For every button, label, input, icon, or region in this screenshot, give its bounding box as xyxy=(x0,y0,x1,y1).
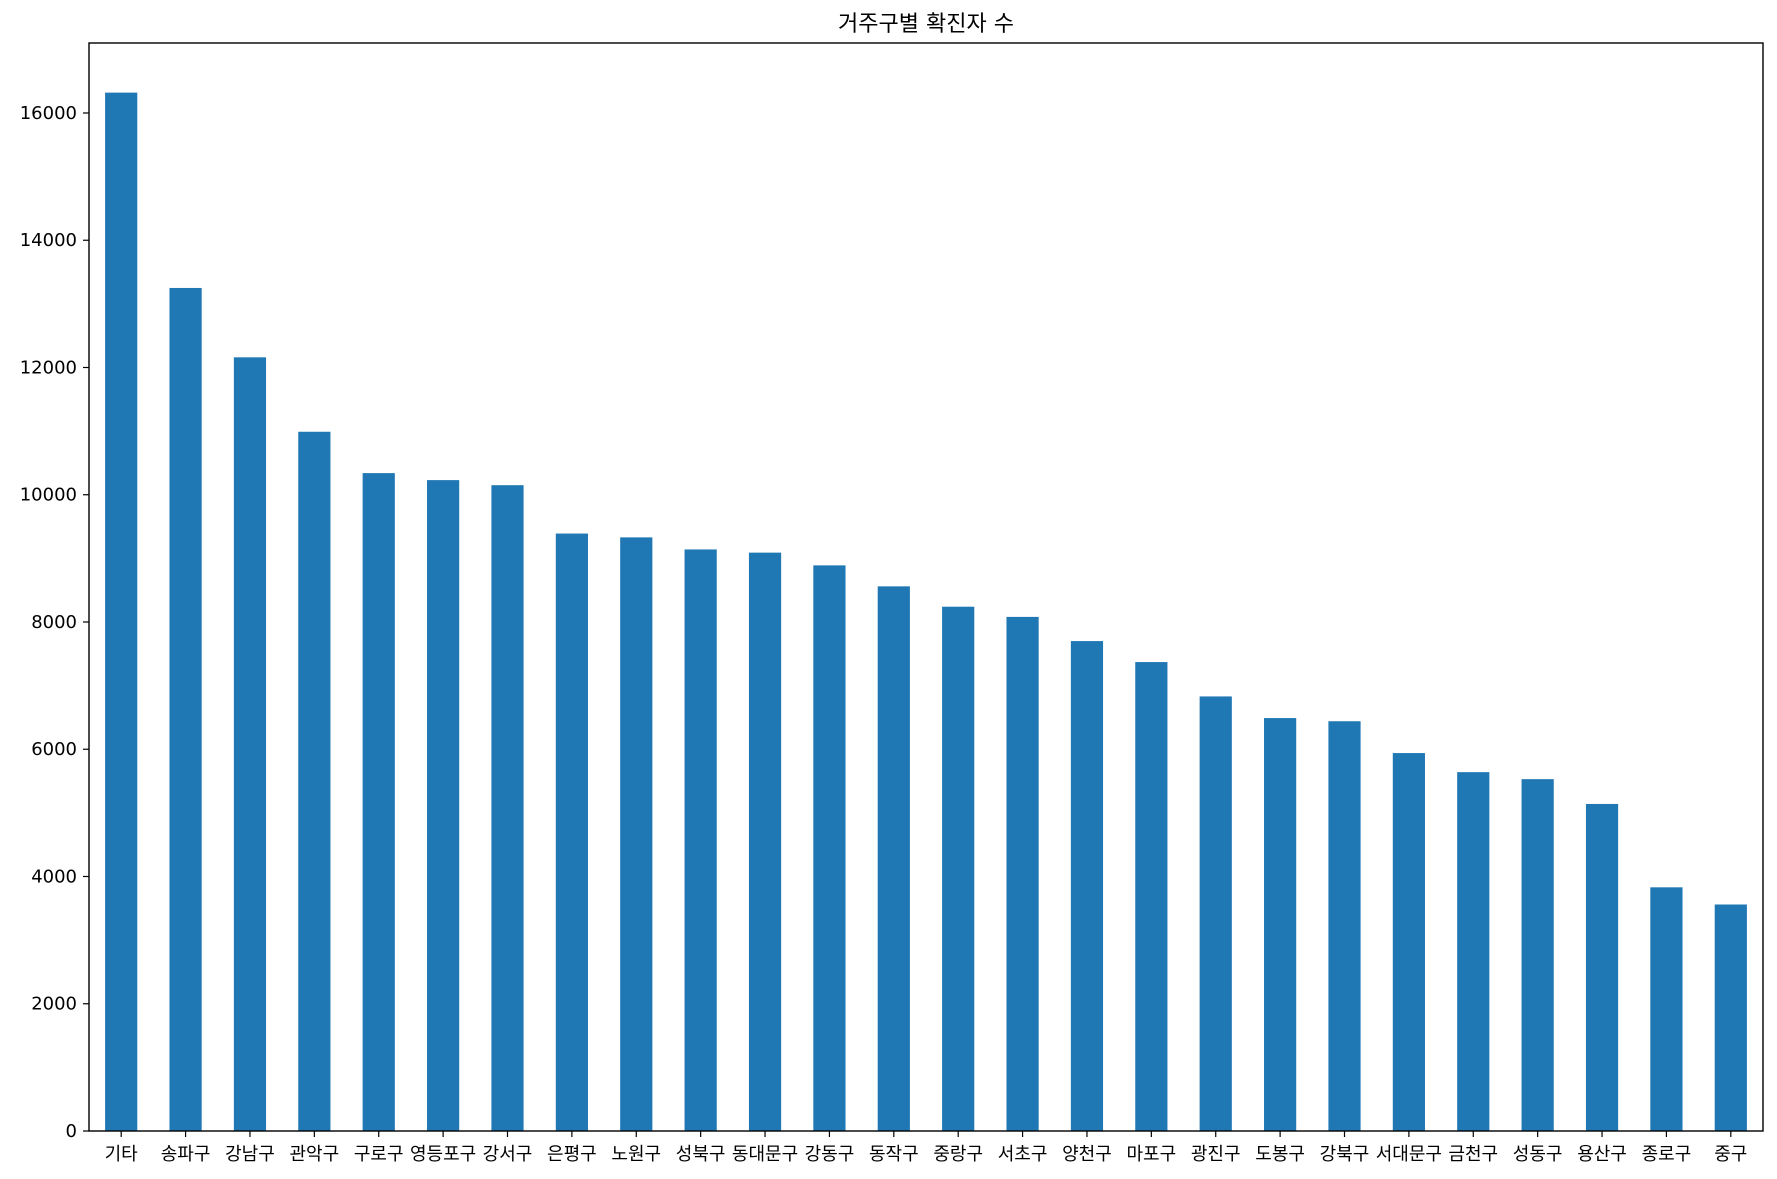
x-tick-label: 강동구 xyxy=(805,1144,855,1165)
y-tick-label: 2000 xyxy=(31,994,77,1015)
bar xyxy=(1135,662,1168,1131)
y-tick-label: 4000 xyxy=(31,866,77,887)
bars-group xyxy=(105,92,1747,1132)
y-tick-label: 6000 xyxy=(31,739,77,760)
bar xyxy=(620,537,653,1131)
bar xyxy=(1006,616,1039,1131)
bar xyxy=(1199,696,1232,1131)
y-tick-label: 0 xyxy=(66,1121,77,1142)
x-tick-label: 용산구 xyxy=(1577,1144,1627,1165)
x-tick-label: 기타 xyxy=(105,1144,139,1165)
bar xyxy=(427,480,460,1131)
x-tick-label: 양천구 xyxy=(1062,1144,1112,1165)
bar xyxy=(1070,641,1104,1131)
x-tick-label: 강북구 xyxy=(1320,1144,1370,1165)
bar xyxy=(1457,772,1490,1131)
x-tick-label: 강서구 xyxy=(483,1144,533,1165)
y-tick-label: 14000 xyxy=(20,230,77,251)
bar xyxy=(105,92,138,1132)
x-tick-label: 성동구 xyxy=(1513,1144,1563,1165)
x-tick-label: 영등포구 xyxy=(410,1144,476,1165)
bar xyxy=(1264,718,1297,1131)
x-tick-label: 노원구 xyxy=(611,1144,661,1165)
bar xyxy=(491,485,524,1131)
x-tick-label: 송파구 xyxy=(161,1144,211,1165)
chart-title: 거주구별 확진자 수 xyxy=(838,12,1014,37)
x-tick-label: 서초구 xyxy=(998,1144,1048,1165)
x-tick-label: 은평구 xyxy=(547,1144,597,1165)
x-tick-label: 관악구 xyxy=(290,1144,340,1165)
x-tick-label: 서대문구 xyxy=(1376,1144,1442,1165)
bar xyxy=(748,552,782,1131)
bar xyxy=(877,586,910,1131)
x-tick-label: 마포구 xyxy=(1127,1144,1177,1165)
x-tick-label: 성북구 xyxy=(676,1144,726,1165)
y-tick-label: 8000 xyxy=(31,612,77,633)
y-tick-label: 10000 xyxy=(20,485,77,506)
x-tick-label: 중구 xyxy=(1714,1144,1747,1165)
plot-frame xyxy=(88,42,1764,1132)
bar xyxy=(684,549,717,1131)
y-tick-label: 16000 xyxy=(20,103,77,124)
x-tick-label: 도봉구 xyxy=(1255,1144,1305,1165)
bar xyxy=(1521,779,1554,1131)
x-tick-label: 동작구 xyxy=(869,1144,919,1165)
y-axis: 0 2000 4000 6000 8000 10000 12000 14000 16000 xyxy=(20,103,89,1142)
x-tick-label: 강남구 xyxy=(225,1144,275,1165)
x-tick-label: 동대문구 xyxy=(732,1144,798,1165)
x-tick-label: 종로구 xyxy=(1642,1144,1692,1165)
x-tick-label: 중랑구 xyxy=(933,1144,983,1165)
bar xyxy=(555,533,588,1131)
bar xyxy=(1392,753,1425,1131)
x-tick-label: 금천구 xyxy=(1448,1144,1498,1165)
y-tick-label: 12000 xyxy=(20,357,77,378)
bar xyxy=(1328,721,1361,1131)
bar xyxy=(813,565,846,1131)
bar xyxy=(1585,803,1619,1131)
bar xyxy=(169,287,202,1131)
x-axis: 기타 송파구 강남구 관악구 구로구 영등포구 강서구 은평구 노원구 성북구 동대문구 강동구 동작구… xyxy=(105,1131,1747,1165)
x-tick-label: 광진구 xyxy=(1191,1144,1241,1165)
bar xyxy=(1650,887,1683,1131)
bar xyxy=(942,606,975,1131)
bar xyxy=(233,357,267,1131)
bar xyxy=(1714,904,1747,1131)
bar xyxy=(298,431,331,1132)
x-tick-label: 구로구 xyxy=(354,1144,404,1165)
bar xyxy=(362,473,395,1131)
